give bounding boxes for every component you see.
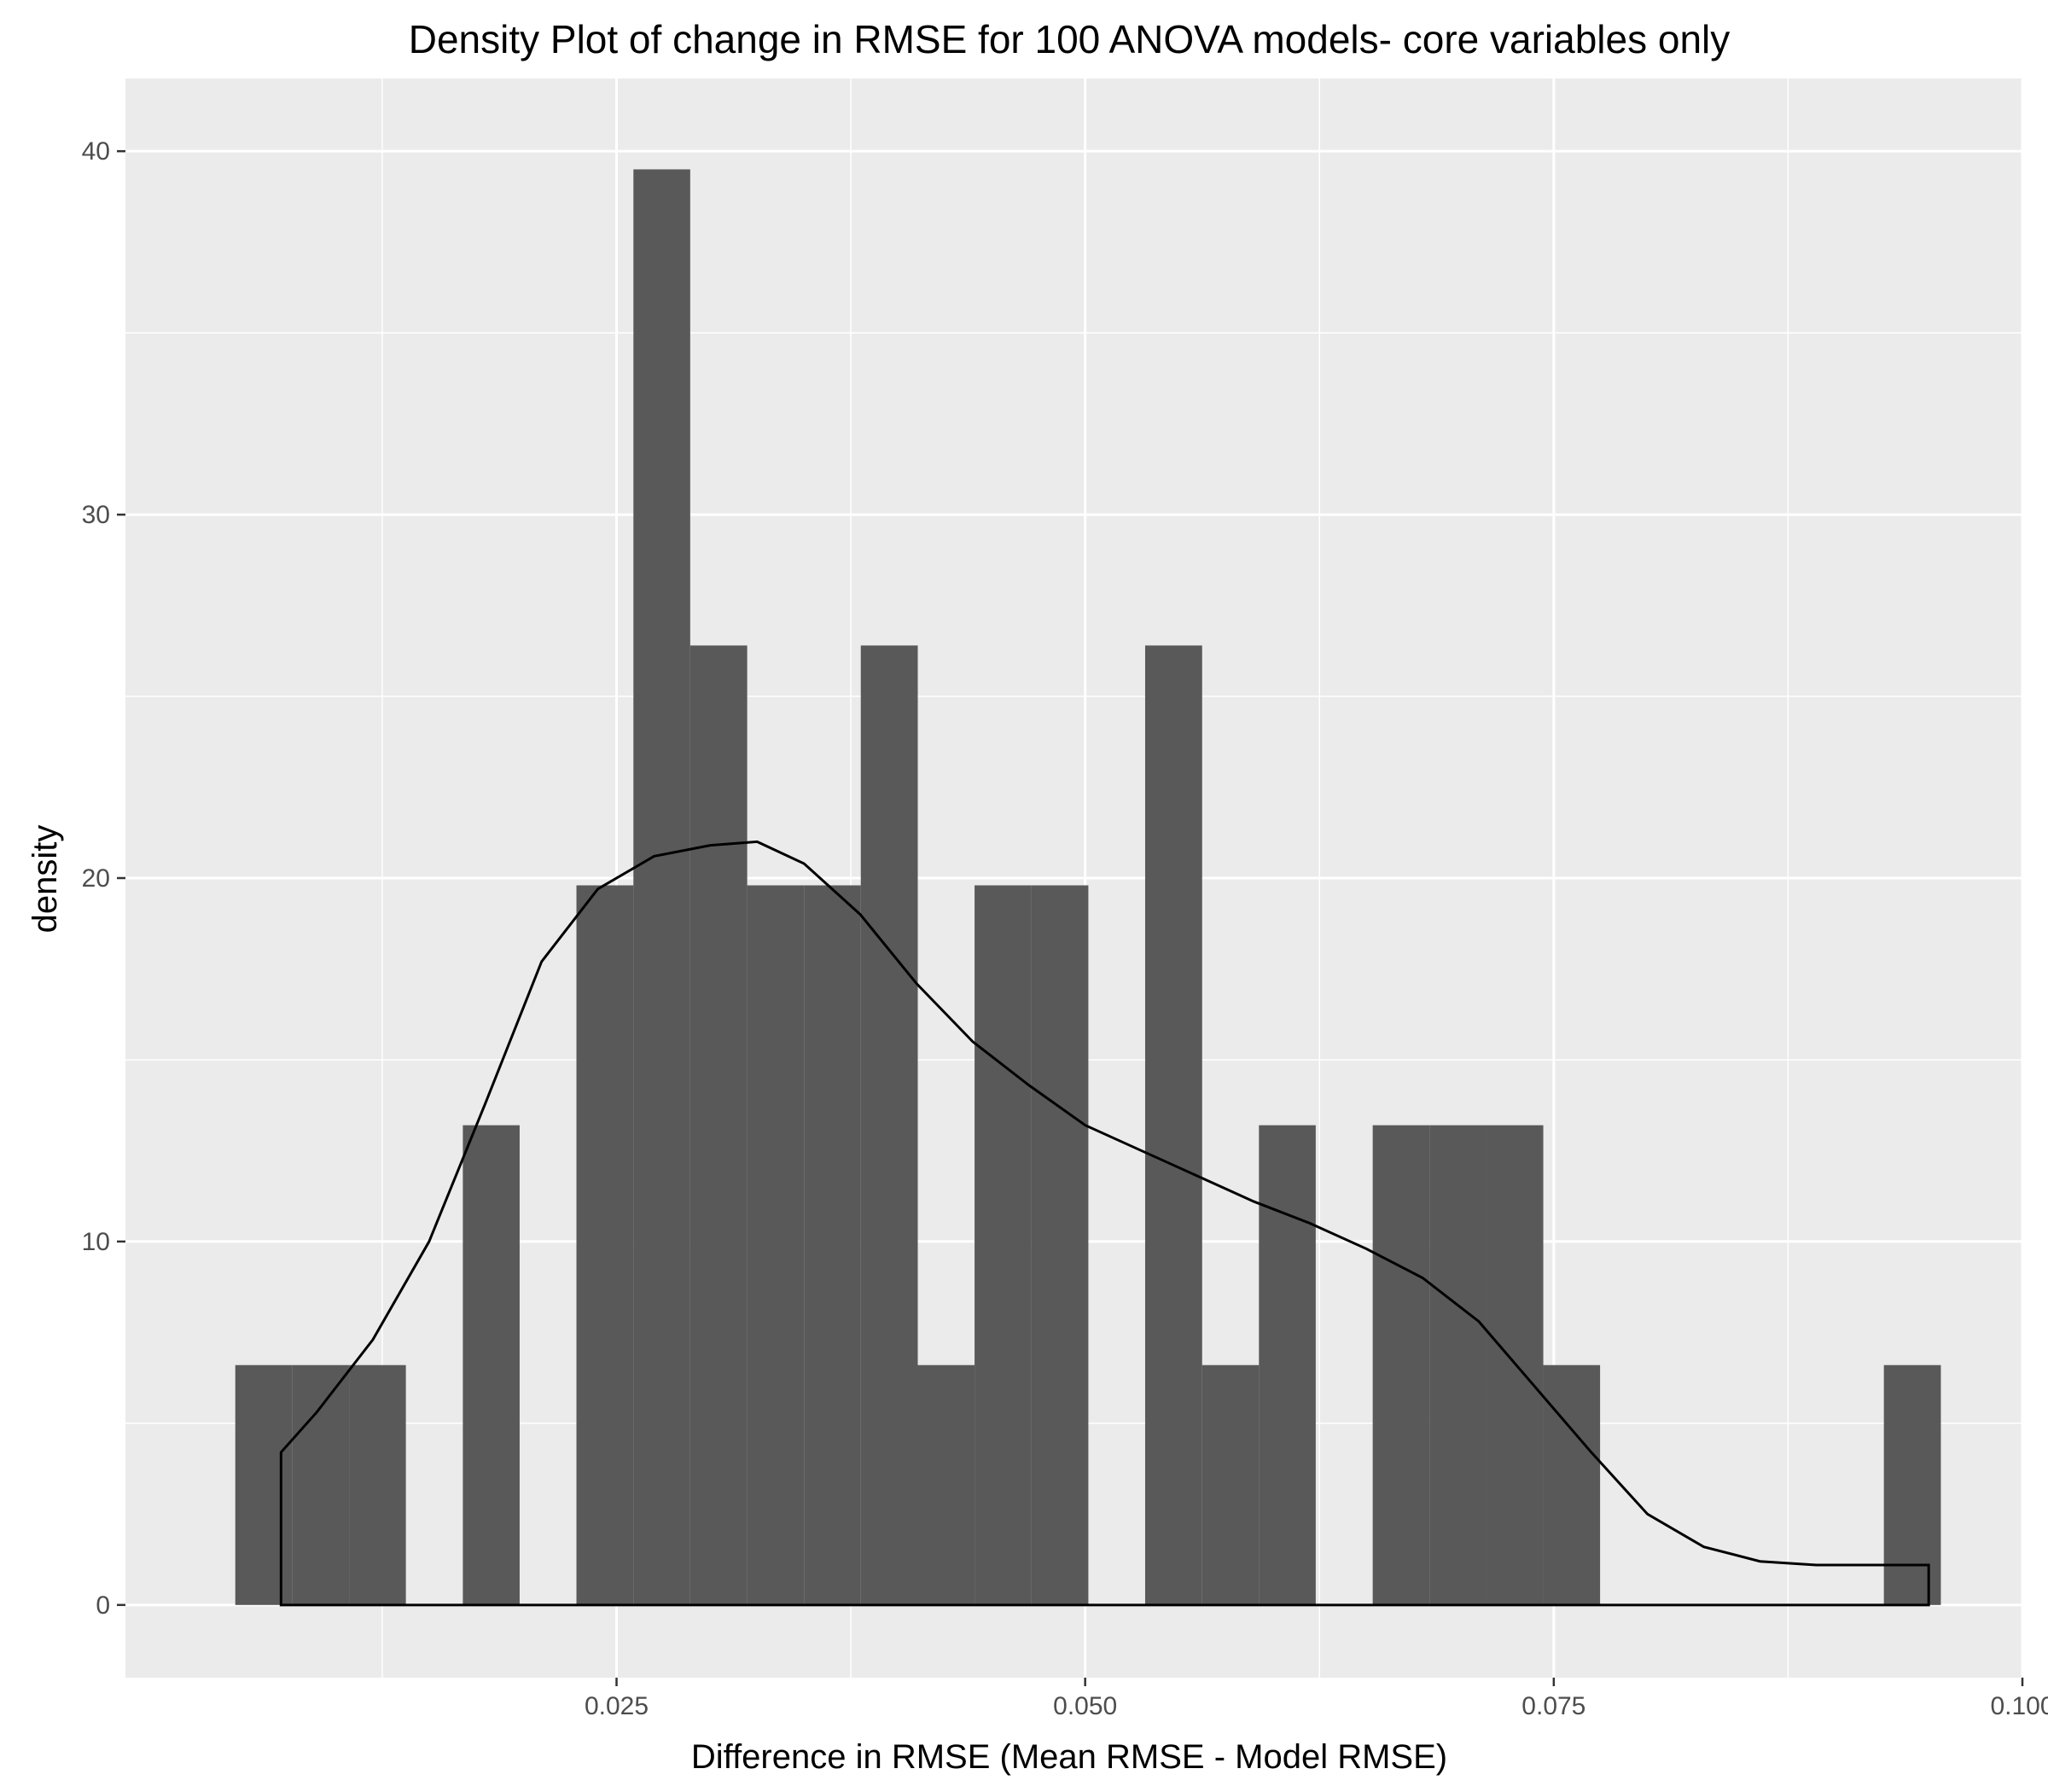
histogram-bar <box>1201 1364 1260 1605</box>
x-axis-title: Difference in RMSE (Mean RMSE - Model RM… <box>691 1738 1447 1776</box>
y-axis-title: density <box>26 825 64 934</box>
x-tick-label: 0.050 <box>1053 1692 1117 1720</box>
y-tick-label: 20 <box>82 864 110 893</box>
histogram-bar <box>689 645 748 1605</box>
histogram-bar <box>860 645 918 1605</box>
x-tick-label: 0.025 <box>585 1692 649 1720</box>
histogram-bar <box>1883 1364 1941 1605</box>
histogram-bar <box>747 885 805 1605</box>
histogram-bar <box>576 885 634 1605</box>
histogram-bar <box>1259 1125 1316 1605</box>
x-tick-label: 0.075 <box>1521 1692 1585 1720</box>
y-tick-label: 30 <box>82 501 110 529</box>
histogram-bar <box>1372 1125 1430 1605</box>
histogram-bar <box>349 1364 406 1605</box>
histogram-bar <box>917 1364 975 1605</box>
y-tick-label: 40 <box>82 137 110 166</box>
y-axis: 0 10 20 30 40 <box>82 137 125 1620</box>
histogram-bar <box>1429 1125 1487 1605</box>
histogram-bar <box>633 169 690 1605</box>
histogram-bar <box>804 885 861 1605</box>
histogram-bars <box>235 169 1941 1605</box>
x-axis: 0.025 0.050 0.075 0.100 <box>585 1678 2048 1720</box>
histogram-bar <box>975 885 1032 1605</box>
y-tick-label: 10 <box>82 1228 110 1256</box>
histogram-bar <box>292 1364 350 1605</box>
histogram-bar <box>1144 645 1202 1605</box>
chart-title: Density Plot of change in RMSE for 100 A… <box>409 17 1731 61</box>
density-curve <box>279 840 1930 1607</box>
y-tick-label: 0 <box>96 1591 110 1620</box>
x-tick-label: 0.100 <box>1990 1692 2048 1720</box>
histogram-bar <box>1543 1364 1601 1605</box>
histogram-bar <box>235 1364 293 1605</box>
histogram-bar <box>1031 885 1089 1605</box>
histogram-bar <box>463 1125 520 1605</box>
